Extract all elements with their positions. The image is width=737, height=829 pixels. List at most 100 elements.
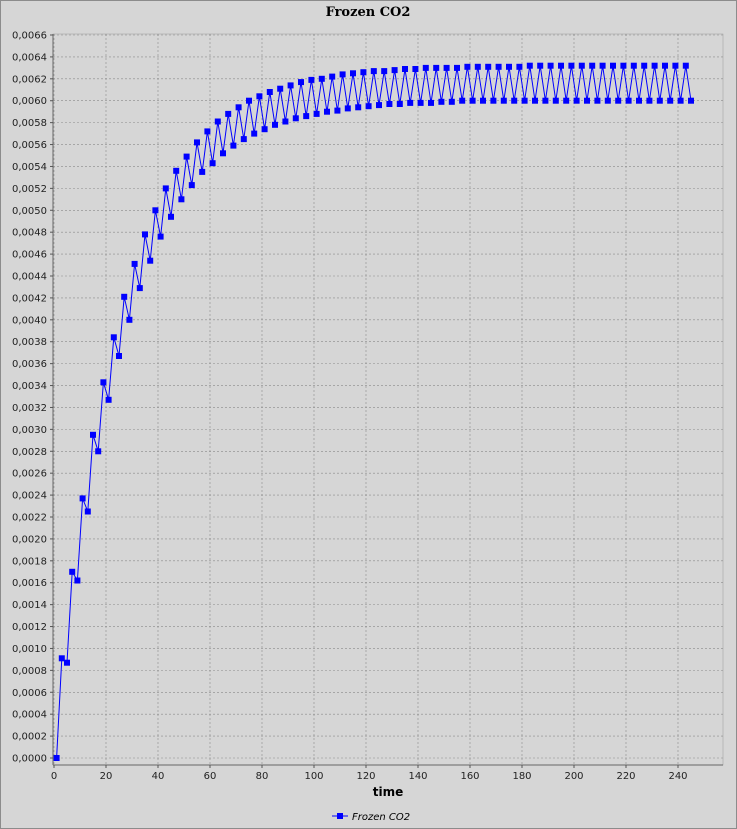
data-point: [220, 150, 226, 157]
data-point: [95, 448, 102, 455]
data-point: [126, 316, 133, 323]
data-point: [74, 577, 81, 584]
y-tick-label: 0,0006: [12, 688, 47, 699]
data-point: [116, 353, 122, 359]
y-tick-label: 0,0036: [12, 359, 47, 370]
data-point: [537, 62, 544, 69]
data-point: [121, 293, 128, 300]
data-point: [391, 67, 398, 74]
data-point: [381, 68, 388, 75]
data-point: [620, 62, 627, 69]
data-point: [615, 97, 622, 104]
y-tick-label: 0,0022: [12, 513, 47, 524]
data-point: [568, 62, 575, 69]
data-point: [474, 63, 481, 70]
data-point: [157, 233, 164, 240]
data-point: [495, 63, 502, 70]
data-point: [443, 64, 450, 71]
data-point: [407, 99, 414, 106]
data-point: [329, 73, 336, 80]
data-point: [610, 62, 616, 69]
x-tick-label: 220: [616, 771, 635, 782]
data-point: [90, 431, 96, 438]
data-point: [298, 79, 304, 86]
y-tick-label: 0,0026: [12, 469, 47, 480]
data-point: [584, 97, 590, 104]
data-point: [589, 62, 596, 69]
data-point: [344, 105, 351, 112]
data-point: [438, 98, 445, 105]
legend: Frozen CO2: [332, 812, 410, 823]
data-point: [412, 66, 419, 72]
data-point: [84, 508, 91, 515]
y-tick-label: 0,0014: [12, 600, 47, 611]
data-point: [448, 98, 455, 105]
y-tick-label: 0,0044: [12, 272, 47, 283]
data-point: [214, 118, 221, 125]
data-point: [69, 568, 76, 575]
data-point: [599, 62, 606, 69]
data-point: [64, 659, 70, 666]
data-point: [136, 285, 143, 292]
data-point: [682, 62, 689, 69]
data-point: [651, 62, 658, 69]
data-point: [459, 97, 466, 104]
data-point: [199, 168, 206, 175]
data-point: [360, 69, 367, 76]
data-point: [230, 142, 237, 149]
y-tick-label: 0,0000: [12, 754, 47, 765]
x-tick-label: 20: [100, 771, 113, 782]
data-point: [168, 213, 174, 220]
data-point: [277, 85, 284, 92]
grid-lines: [53, 34, 723, 765]
data-point: [313, 110, 320, 117]
data-point: [641, 62, 648, 69]
data-point: [464, 63, 471, 70]
data-point: [204, 128, 211, 135]
y-tick-label: 0,0016: [12, 578, 47, 589]
y-tick-label: 0,0010: [12, 644, 47, 655]
y-tick-label: 0,0048: [12, 228, 47, 239]
data-point: [147, 257, 154, 264]
data-point: [485, 63, 492, 70]
data-point: [355, 104, 362, 111]
data-point: [282, 118, 289, 125]
data-point: [433, 64, 440, 71]
data-point: [469, 97, 476, 104]
x-axis-label: time: [373, 785, 404, 799]
y-tick-label: 0,0054: [12, 162, 47, 173]
data-point: [516, 63, 523, 70]
data-point: [173, 167, 180, 174]
data-point: [303, 113, 310, 120]
data-point: [256, 93, 263, 100]
data-point: [235, 104, 242, 111]
y-tick-label: 0,0050: [12, 206, 47, 217]
x-tick-label: 200: [564, 771, 583, 782]
y-tick-label: 0,0064: [12, 52, 47, 63]
x-tick-label: 240: [668, 771, 687, 782]
data-point: [225, 110, 232, 117]
data-point: [246, 97, 252, 104]
data-point: [558, 62, 564, 69]
x-tick-label: 60: [204, 771, 217, 782]
data-point: [339, 71, 346, 78]
data-point: [526, 62, 533, 69]
data-point: [365, 103, 372, 110]
data-point: [188, 182, 195, 189]
data-point: [636, 97, 642, 104]
data-point: [142, 231, 148, 238]
legend-label: Frozen CO2: [352, 812, 410, 823]
y-tick-label: 0,0024: [12, 491, 47, 502]
y-tick-label: 0,0046: [12, 250, 47, 261]
data-point: [454, 64, 460, 71]
data-point: [376, 102, 382, 109]
plot-area: [52, 33, 724, 766]
data-point: [308, 76, 315, 83]
data-point: [53, 755, 60, 761]
data-point: [625, 97, 632, 104]
data-point: [552, 97, 559, 104]
data-point: [500, 97, 507, 104]
y-tick-label: 0,0002: [12, 732, 47, 743]
x-tick-label: 140: [408, 771, 427, 782]
data-point: [261, 126, 268, 133]
